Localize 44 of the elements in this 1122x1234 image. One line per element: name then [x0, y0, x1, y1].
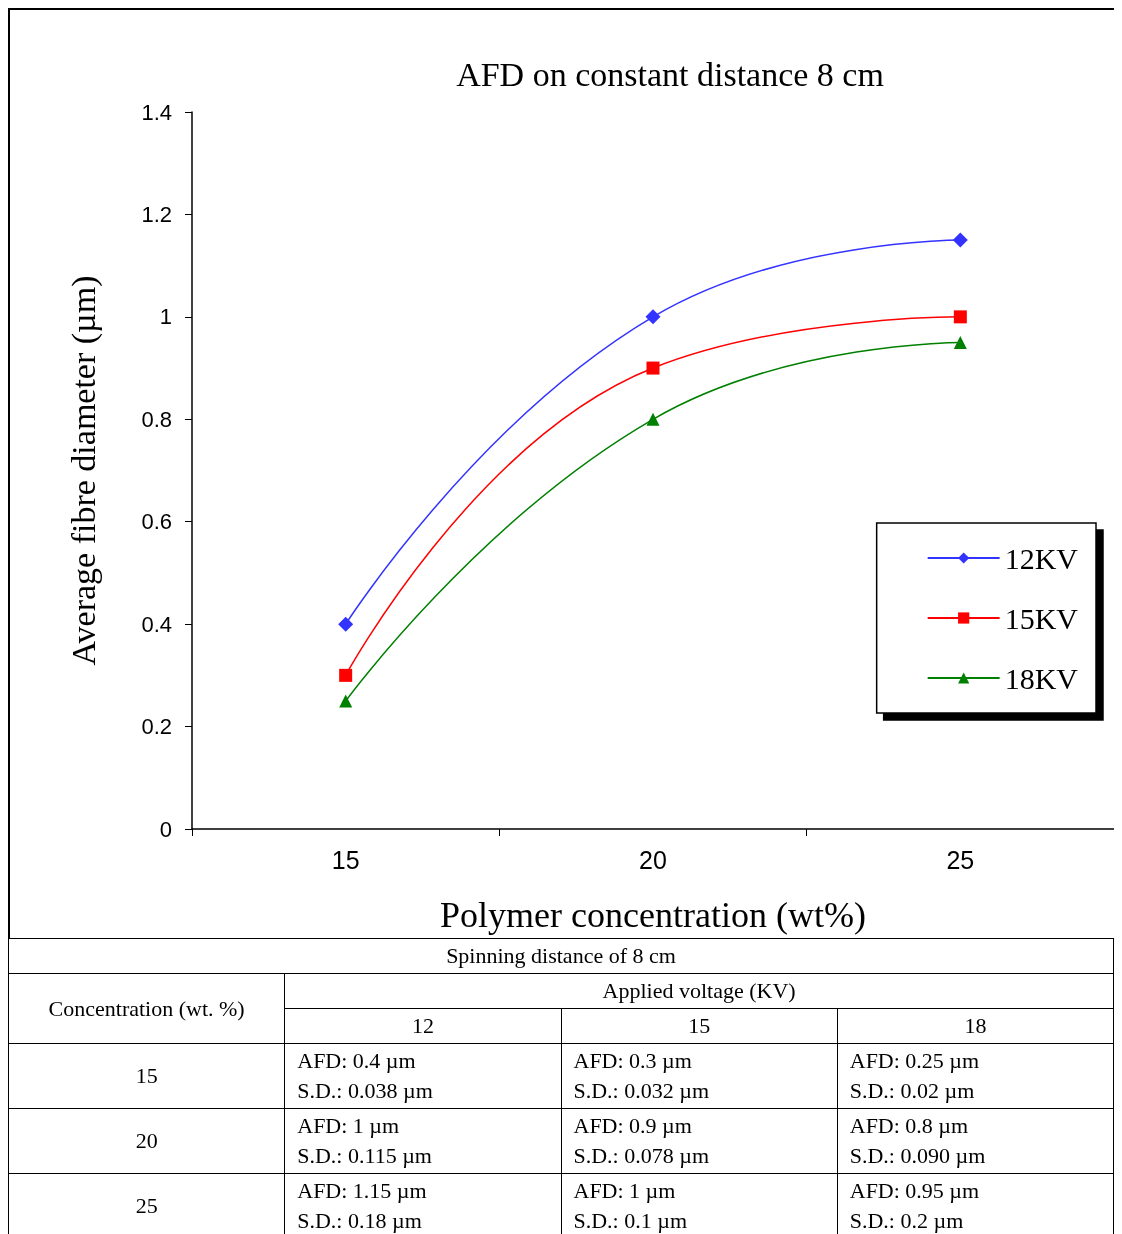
text: 18	[837, 1008, 1114, 1044]
point	[339, 694, 353, 708]
point	[339, 668, 353, 682]
text: AFD: 1.15 µm S.D.: 0.18 µm	[284, 1173, 561, 1234]
point	[646, 412, 660, 426]
text: 20	[8, 1108, 285, 1174]
point	[953, 335, 967, 349]
chart-title: AFD on constant distance 8 cm	[456, 55, 884, 93]
text: 15	[561, 1008, 838, 1044]
legend-label: 15KV	[1004, 601, 1079, 635]
legend-label: 12KV	[1004, 541, 1079, 575]
legend-label: 18KV	[1004, 661, 1079, 695]
y-tick-label: 0.8	[141, 406, 172, 432]
text: AFD: 0.9 µm S.D.: 0.078 µm	[561, 1108, 838, 1174]
y-tick-label: 1.4	[141, 99, 172, 125]
text: 15	[8, 1043, 285, 1109]
text: Spinning distance of 8 cm	[8, 938, 1114, 974]
text: AFD: 1 µm S.D.: 0.1 µm	[561, 1173, 838, 1234]
text: AFD: 0.3 µm S.D.: 0.032 µm	[561, 1043, 838, 1109]
x-tick-label: 25	[946, 845, 975, 874]
x-tick-label: 20	[639, 845, 667, 874]
text: AFD: 0.25 µm S.D.: 0.02 µm	[837, 1043, 1114, 1109]
point	[338, 616, 354, 632]
text: AFD: 0.4 µm S.D.: 0.038 µm	[284, 1043, 561, 1109]
y-tick-label: 0	[159, 816, 172, 842]
point	[952, 232, 968, 248]
y-tick-label: 0.4	[141, 611, 172, 637]
y-tick-label: 1.2	[141, 201, 172, 227]
point	[953, 310, 967, 324]
y-tick-label: 0.2	[141, 714, 172, 740]
point	[646, 361, 660, 375]
text: Applied voltage (KV)	[284, 973, 1114, 1009]
x-axis-title: Polymer concentration (wt%)	[440, 895, 866, 935]
text: Concentration (wt. %)	[8, 973, 285, 1044]
y-tick-label: 0.6	[141, 509, 172, 535]
text: 12	[284, 1008, 561, 1044]
point	[645, 309, 661, 325]
text: 25	[8, 1173, 285, 1234]
x-tick-label: 15	[331, 845, 360, 874]
y-tick-label: 1	[159, 304, 172, 330]
text: AFD: 1 µm S.D.: 0.115 µm	[284, 1108, 561, 1174]
text: AFD: 0.8 µm S.D.: 0.090 µm	[837, 1108, 1114, 1174]
text: AFD: 0.95 µm S.D.: 0.2 µm	[837, 1173, 1114, 1234]
y-axis-title: Average fibre diameter (µm)	[64, 275, 103, 666]
